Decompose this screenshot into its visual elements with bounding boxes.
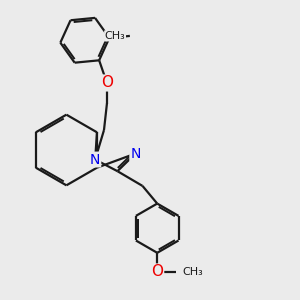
Text: CH₃: CH₃ bbox=[105, 31, 125, 41]
Text: CH₃: CH₃ bbox=[182, 267, 203, 277]
Text: O: O bbox=[101, 76, 113, 91]
Text: N: N bbox=[90, 152, 100, 167]
Text: O: O bbox=[151, 264, 163, 279]
Text: N: N bbox=[130, 147, 141, 160]
